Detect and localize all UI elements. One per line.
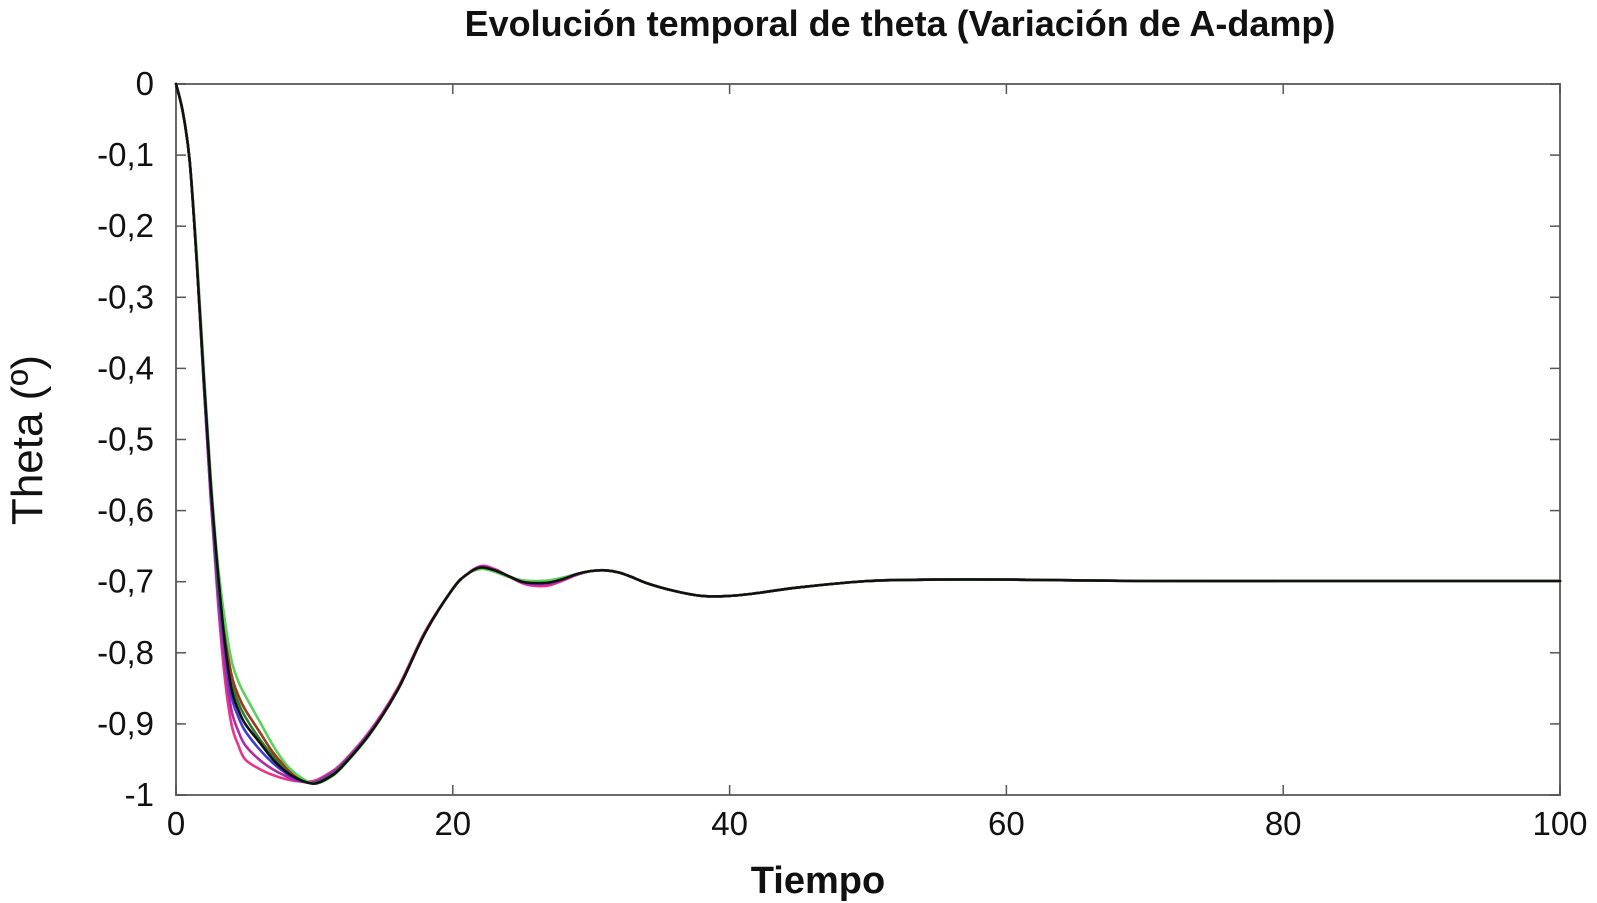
y-tick-label: -0,9 — [97, 705, 154, 742]
y-axis-label: Theta (º) — [3, 355, 52, 525]
y-tick-label: 0 — [136, 65, 154, 102]
y-tick-label: -0,7 — [97, 563, 154, 600]
axis-ticks — [175, 83, 1561, 796]
x-tick-label: 20 — [434, 805, 471, 842]
x-tick-label: 80 — [1265, 805, 1302, 842]
series-line-1 — [174, 82, 1562, 784]
y-tick-label: -0,2 — [97, 207, 154, 244]
x-tick-label: 100 — [1532, 805, 1587, 842]
x-axis-label: Tiempo — [751, 860, 885, 902]
y-tick-label: -0,1 — [97, 136, 154, 173]
series-line-5 — [174, 82, 1562, 785]
plot-frame — [175, 83, 1561, 796]
x-tick-label: 60 — [988, 805, 1025, 842]
y-tick-label: -0,5 — [97, 421, 154, 458]
y-tick-label: -0,8 — [97, 634, 154, 671]
series-line-2 — [174, 82, 1562, 784]
x-tick-label: 40 — [711, 805, 748, 842]
x-tick-labels: 0 20 40 60 80 100 — [167, 805, 1588, 842]
y-tick-label: -1 — [125, 776, 154, 813]
chart-title: Evolución temporal de theta (Variación d… — [465, 3, 1336, 44]
series-line-6 — [174, 82, 1562, 785]
y-tick-label: -0,6 — [97, 492, 154, 529]
series-line-4 — [174, 82, 1562, 785]
y-tick-label: -0,4 — [97, 349, 154, 386]
series-line-7 — [174, 82, 1562, 785]
x-tick-label: 0 — [167, 805, 185, 842]
series-line-3 — [174, 82, 1562, 785]
y-tick-labels: 0 -0,1 -0,2 -0,3 -0,4 -0,5 -0,6 -0,7 -0,8 -0,9 -1 — [97, 65, 154, 813]
y-tick-label: -0,3 — [97, 278, 154, 315]
series-group — [174, 82, 1562, 785]
